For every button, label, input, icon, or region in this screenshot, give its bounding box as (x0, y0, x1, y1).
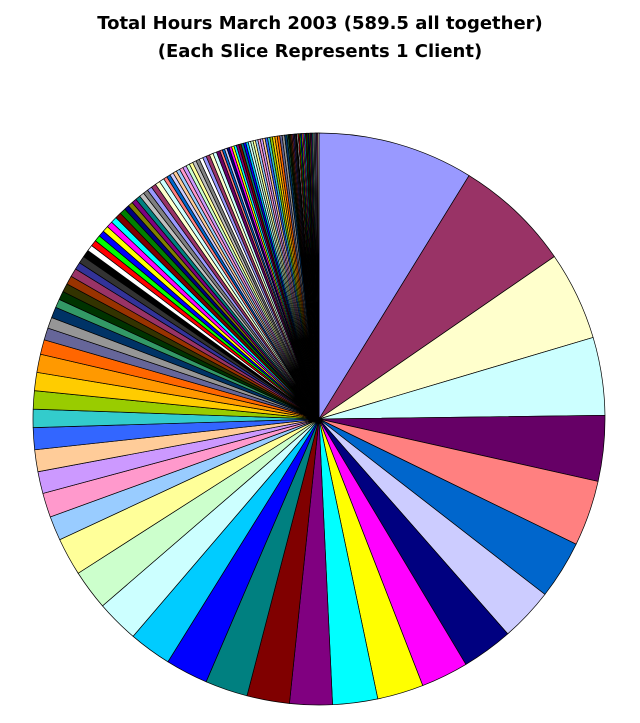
pie-slice (318, 132, 470, 420)
chart-title: Total Hours March 2003 (589.5 all togeth… (97, 13, 543, 34)
chart-title-block: Total Hours March 2003 (589.5 all togeth… (0, 10, 640, 66)
chart-subtitle: (Each Slice Represents 1 Client) (157, 41, 483, 62)
pie-slice (318, 175, 555, 420)
pie-slice (317, 132, 320, 420)
